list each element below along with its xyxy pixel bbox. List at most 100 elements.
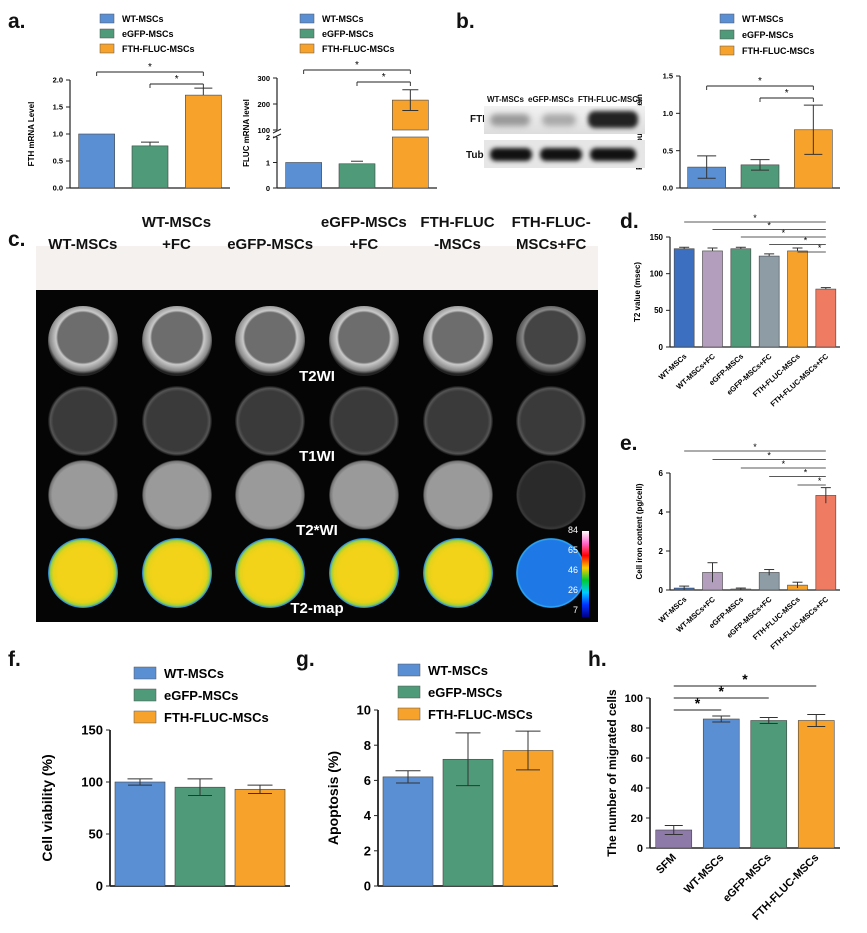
y-axis-label: Cell viability (%) xyxy=(39,754,55,861)
y-tick-label: 100 xyxy=(625,693,643,705)
mri-sample-image xyxy=(235,460,306,530)
legend-entry: eGFP-MSCs xyxy=(428,685,502,700)
axis-break xyxy=(272,128,282,134)
mri-sample-image xyxy=(48,538,118,608)
mri-sample-image xyxy=(516,386,587,456)
mri-column-label-line: FTH-FLUC xyxy=(420,214,495,231)
mri-sample-image xyxy=(329,386,399,456)
mri-sample-image xyxy=(329,538,399,608)
mri-column-label-line xyxy=(223,212,317,234)
y-axis-label: Cell iron content (pg/cell) xyxy=(635,483,644,579)
y-tick-label: 6 xyxy=(659,469,664,478)
western-col-label: WT-MSCs xyxy=(487,95,524,104)
significance-star: * xyxy=(767,221,771,231)
y-tick-label: 100 xyxy=(650,269,664,278)
significance-star: * xyxy=(753,442,757,452)
legend-entry: eGFP-MSCs xyxy=(122,29,174,39)
colorbar-tick-label: 46 xyxy=(567,565,578,575)
significance-star: * xyxy=(382,72,386,83)
legend-entry: WT-MSCs xyxy=(164,666,224,681)
panel-label-h: h. xyxy=(588,648,607,671)
mri-sample-image xyxy=(48,306,118,376)
mri-sample-image xyxy=(141,306,212,376)
mri-column-label: eGFP-MSCs +FC xyxy=(317,212,411,256)
y-tick-label: 1.5 xyxy=(663,72,673,81)
western-row-label-fth: FTH xyxy=(470,114,490,125)
y-tick-label: 150 xyxy=(650,233,664,242)
y-tick-label: 40 xyxy=(631,783,643,795)
colorbar-tick-label: 65 xyxy=(567,545,578,555)
mri-column-label-line: WT-MSCs xyxy=(48,236,118,253)
y-tick-label: 2 xyxy=(364,843,371,858)
mri-column-label-line: eGFP-MSCs xyxy=(320,214,407,231)
y-tick-label: 0 xyxy=(364,879,371,894)
y-axis-label: T2 value (msec) xyxy=(633,262,642,322)
mri-column-label-line: -MSCs xyxy=(434,236,481,253)
mri-column-label: FTH-FLUC- MSCs+FC xyxy=(504,212,598,256)
mri-column-label-line: WT-MSCs xyxy=(141,214,212,231)
x-tick-label: eGFP-MSCs xyxy=(721,852,774,905)
y-tick-label: 0 xyxy=(637,843,643,855)
y-tick-label: 0 xyxy=(96,879,103,894)
bar xyxy=(702,718,740,849)
y-axis-label: The number of migrated cells xyxy=(605,689,619,857)
bar xyxy=(797,720,835,849)
y-tick-label: 1.0 xyxy=(663,109,673,118)
legend-swatch xyxy=(99,28,115,39)
bar xyxy=(382,776,434,887)
y-tick-label: 4 xyxy=(659,508,664,517)
y-tick-label: 50 xyxy=(654,306,663,315)
bar xyxy=(285,162,322,189)
mri-panel: WT-MSCs WT-MSCs +FC eGFP-MSCs eGFP-MSCs +FC F… xyxy=(36,214,598,622)
bar xyxy=(338,163,376,189)
legend-entry: WT-MSCs xyxy=(742,14,784,24)
y-tick-label: 80 xyxy=(631,723,643,735)
mri-column-label-line: +FC xyxy=(162,236,191,253)
legend-swatch xyxy=(397,663,421,677)
bar xyxy=(702,250,723,348)
significance-star: * xyxy=(782,228,786,238)
legend-swatch xyxy=(299,43,315,54)
significance-star: * xyxy=(695,695,701,711)
bar xyxy=(131,145,169,189)
mri-sample-image xyxy=(329,460,399,530)
mri-sample-image xyxy=(422,386,493,456)
legend-entry: FTH-FLUC-MSCs xyxy=(122,44,195,54)
mri-row-label: T1WI xyxy=(299,448,335,465)
y-tick-label: 100 xyxy=(257,126,270,135)
y-tick-label: 2 xyxy=(266,133,270,142)
bar xyxy=(185,94,222,189)
western-col-label: FTH-FLUC-MSCs xyxy=(578,95,643,104)
significance-star: * xyxy=(719,683,725,699)
western-col-label: eGFP-MSCs xyxy=(528,95,574,104)
mri-column-label: WT-MSCs +FC xyxy=(130,212,224,256)
y-tick-label: 8 xyxy=(364,738,371,753)
significance-star: * xyxy=(804,468,808,478)
panel-label-f: f. xyxy=(8,648,21,671)
mri-image-area xyxy=(36,290,598,622)
y-tick-label: 0.5 xyxy=(663,146,673,155)
panel-label-b: b. xyxy=(456,10,475,33)
y-tick-label: 6 xyxy=(364,773,371,788)
significance-star: * xyxy=(355,60,359,71)
legend-entry: FTH-FLUC-MSCs xyxy=(742,46,815,56)
mri-column-label-line: eGFP-MSCs xyxy=(227,236,314,253)
legend-swatch xyxy=(719,45,735,56)
colorbar-tick-label: 7 xyxy=(572,605,578,615)
mri-sample-image xyxy=(48,460,118,530)
mri-sample-image xyxy=(235,538,306,608)
legend-entry: WT-MSCs xyxy=(428,663,488,678)
bar xyxy=(392,136,429,189)
mri-sample-image xyxy=(48,386,118,456)
western-band-tubulin xyxy=(484,140,645,168)
y-tick-label: 0 xyxy=(659,343,664,352)
legend-entry: FTH-FLUC-MSCs xyxy=(322,44,395,54)
y-tick-label: 300 xyxy=(257,74,270,83)
mri-sample-image xyxy=(235,306,306,376)
y-axis-label: FTH mRNA Level xyxy=(27,102,36,167)
significance-star: * xyxy=(782,459,786,469)
western-blot: WT-MSCs eGFP-MSCs FTH-FLUC-MSCs FTH Tubu… xyxy=(466,92,645,172)
legend-swatch xyxy=(299,28,315,39)
bar xyxy=(673,248,695,348)
legend-entry: WT-MSCs xyxy=(122,14,164,24)
